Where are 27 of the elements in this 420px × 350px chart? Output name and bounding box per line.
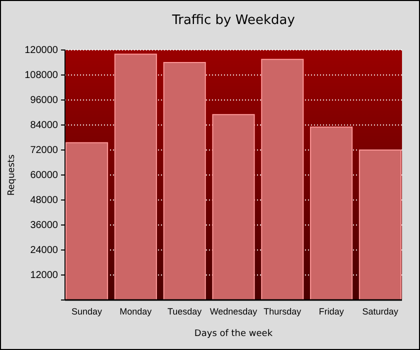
y-tick-label: 84000 (30, 120, 58, 132)
x-tick-label: Thursday (264, 306, 302, 316)
bar (114, 54, 157, 300)
chart-title: Traffic by Weekday (171, 13, 296, 28)
bar (65, 142, 108, 300)
y-tick-label: 24000 (30, 245, 58, 256)
x-axis-title: Days of the week (194, 329, 274, 339)
y-tick-label: 60000 (30, 170, 58, 182)
y-tick-label: 108000 (24, 70, 58, 82)
x-tick-label: Wednesday (210, 306, 258, 316)
y-axis-title: Requests (7, 154, 17, 196)
bar (163, 62, 206, 300)
y-tick-label: 48000 (30, 195, 58, 206)
bar (261, 58, 304, 300)
y-tick-label: 36000 (30, 220, 58, 232)
x-tick-label: Monday (120, 306, 152, 316)
y-tick-label: 12000 (30, 270, 58, 282)
bar (358, 150, 402, 300)
y-tick-label: 120000 (24, 45, 58, 56)
bar (212, 114, 255, 300)
x-tick-label: Sunday (72, 306, 103, 316)
x-tick-label: Friday (318, 306, 344, 316)
x-tick-label: Saturday (362, 306, 399, 316)
x-tick-label: Tuesday (167, 306, 202, 316)
y-tick-label: 96000 (30, 95, 58, 106)
bar (310, 126, 353, 300)
y-tick-label: 72000 (30, 145, 58, 156)
